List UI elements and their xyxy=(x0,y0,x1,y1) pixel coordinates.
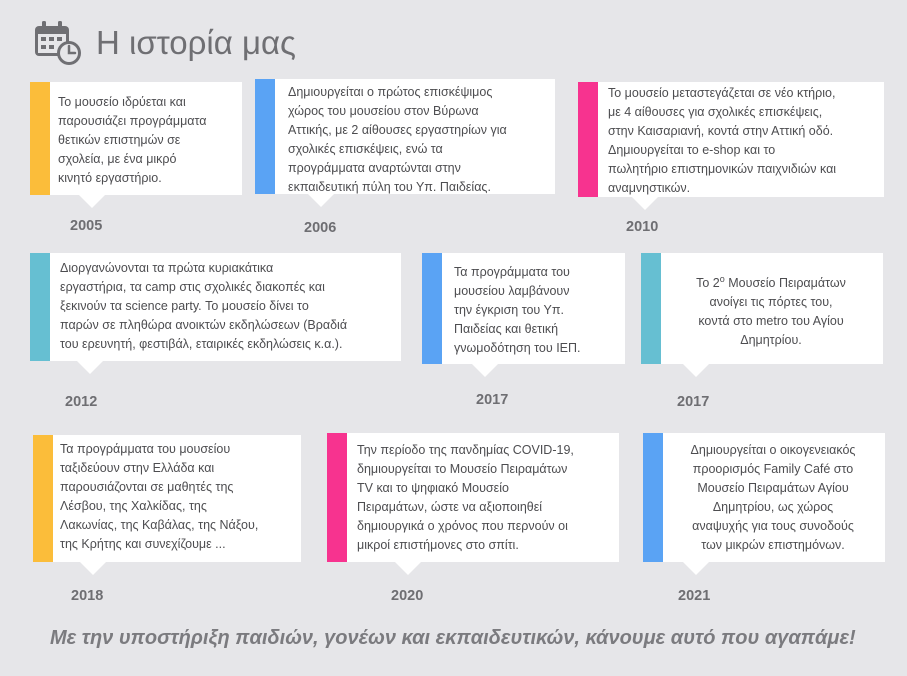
footer-tagline: Με την υποστήριξη παιδιών, γονέων και εκ… xyxy=(50,627,856,649)
card-line: γνωμοδότηση του ΙΕΠ. xyxy=(454,341,581,355)
card-line: δημιουργείται το Μουσείο Πειραμάτων xyxy=(357,462,568,476)
card-pointer xyxy=(683,364,709,377)
card-line: δημιουργικά ο χρόνος που περνούν οι xyxy=(357,519,568,533)
timeline-card-2005: Το μουσείο ιδρύεται και παρουσιάζει προγ… xyxy=(30,82,242,208)
card-line: παρουσιάζονται σε μαθητές της xyxy=(60,480,234,494)
card-line: Λέσβου, της Χαλκίδας, της xyxy=(60,499,207,513)
page-title: Η ιστορία μας xyxy=(96,24,296,61)
card-line: εργαστήρια, τα camp στις σχολικές διακοπ… xyxy=(60,280,325,294)
timeline-card-2020: Την περίοδο της πανδημίας COVID-19, δημι… xyxy=(327,433,619,575)
year-label: 2017 xyxy=(476,392,509,408)
card-line: των μικρών επιστημόνων. xyxy=(701,538,845,552)
card-pointer xyxy=(80,562,106,575)
card-pointer xyxy=(395,562,421,575)
card-line: θετικών επιστημών σε xyxy=(58,133,181,147)
card-line: Δημητρίου. xyxy=(740,333,802,348)
card-line: χώρος του μουσείου στον Βύρωνα xyxy=(288,104,479,118)
timeline-card-2017a: Τα προγράμματα του μουσείου λαμβάνουν τη… xyxy=(422,253,625,377)
card-line: Παιδείας και θετική xyxy=(454,322,559,336)
card-line: Το 2ο Μουσείο Πειραμάτων xyxy=(663,270,879,293)
card-line: με 4 αίθουσες για σχολικές επισκέψεις, xyxy=(608,105,823,119)
card-line: Δημητρίου, ως χώρος xyxy=(712,500,834,514)
card-line: Αττικής, με 2 αίθουσες εργαστηρίων για xyxy=(288,123,507,137)
accent-bar xyxy=(33,435,53,562)
year-label: 2020 xyxy=(391,588,424,604)
card-line: Δημιουργείται το e-shop και το xyxy=(608,143,776,157)
timeline-card-2006: Δημιουργείται ο πρώτος επισκέψιμος χώρος… xyxy=(255,79,555,207)
card-pointer xyxy=(632,197,658,210)
card-line: εκπαιδευτική πύλη του Υπ. Παιδείας. xyxy=(288,180,491,194)
accent-bar xyxy=(578,82,598,197)
accent-bar xyxy=(643,433,663,562)
card-line: Δημιουργείται ο πρώτος επισκέψιμος xyxy=(288,85,493,99)
card-line: πωλητήριο επιστημονικών παιχνιδιών και xyxy=(608,162,837,176)
card-line: του ερευνητή, φεστιβάλ, εταιρικές εκδηλώ… xyxy=(60,337,343,351)
timeline-card-2012: Διοργανώνονται τα πρώτα κυριακάτικα εργα… xyxy=(30,253,401,374)
card-pointer xyxy=(77,361,103,374)
card-line: Δημιουργείται ο οικογενειακός xyxy=(690,443,856,457)
card-line: Τα προγράμματα του μουσείου xyxy=(60,442,231,456)
accent-bar xyxy=(255,79,275,194)
card-line: Μουσείο Πειραμάτων Αγίου xyxy=(697,481,849,495)
card-line: σχολεία, με ένα μικρό xyxy=(58,152,177,166)
card-line: ανοίγει τις πόρτες του, xyxy=(709,295,833,310)
calendar-clock-icon xyxy=(35,21,81,65)
card-line: Διοργανώνονται τα πρώτα κυριακάτικα xyxy=(60,261,274,275)
year-label: 2006 xyxy=(304,220,337,236)
header: Η ιστορία μας xyxy=(34,20,296,66)
timeline-card-2010: Το μουσείο μεταστεγάζεται σε νέο κτήριο,… xyxy=(578,82,884,210)
card-pointer xyxy=(472,364,498,377)
card-line: κοντά στο metro του Αγίου xyxy=(698,314,844,329)
timeline-card-2021: Δημιουργείται ο οικογενειακός προορισμός… xyxy=(643,433,885,575)
year-label: 2021 xyxy=(678,588,711,604)
card-line: αναμνηστικών. xyxy=(608,181,691,195)
card-line: Τα προγράμματα του xyxy=(454,265,570,279)
year-label: 2018 xyxy=(71,588,104,604)
card-line: παρουσιάζει προγράμματα xyxy=(58,114,207,128)
card-line: σχολικές επισκέψεις, ενώ τα xyxy=(288,142,443,156)
timeline-card-2018: Τα προγράμματα του μουσείου ταξιδεύουν σ… xyxy=(33,435,301,575)
year-label: 2010 xyxy=(626,219,659,235)
card-line: παρών σε πληθώρα ανοικτών εκδηλώσεων (Βρ… xyxy=(60,318,348,332)
card-line: κινητό εργαστήριο. xyxy=(58,171,162,185)
card-line: Το μουσείο μεταστεγάζεται σε νέο κτήριο, xyxy=(608,86,836,100)
card-pointer xyxy=(308,194,334,207)
accent-bar xyxy=(422,253,442,364)
card-pointer xyxy=(79,195,105,208)
card-pointer xyxy=(683,562,709,575)
card-line: ξεκινούν τα science party. Το μουσείο δί… xyxy=(60,299,309,313)
card-line: μικροί επιστήμονες στο σπίτι. xyxy=(357,538,519,552)
accent-bar xyxy=(641,253,661,364)
card-line: προορισμός Family Café στο xyxy=(692,462,854,476)
accent-bar xyxy=(30,253,50,361)
card-line: αναψυχής για τους συνοδούς xyxy=(692,519,854,533)
card-line: TV και το ψηφιακό Μουσείο xyxy=(357,481,509,495)
card-line-text: Το 2ο Μουσείο Πειραμάτων xyxy=(696,274,846,291)
card-line: Λακωνίας, της Καβάλας, της Νάξου, xyxy=(60,518,259,532)
accent-bar xyxy=(30,82,50,195)
card-line: προγράμματα αναρτώνται στην xyxy=(288,161,461,175)
card-line: στην Καισαριανή, κοντά στην Αττική οδό. xyxy=(608,124,834,138)
card-line: Την περίοδο της πανδημίας COVID-19, xyxy=(357,443,574,457)
card-line: μουσείου λαμβάνουν xyxy=(454,284,570,298)
card-line: Το μουσείο ιδρύεται και xyxy=(58,95,186,109)
card-line: ταξιδεύουν στην Ελλάδα και xyxy=(60,461,215,475)
year-label: 2005 xyxy=(70,218,103,234)
year-label: 2012 xyxy=(65,394,98,410)
card-line: την έγκριση του Υπ. xyxy=(454,303,564,317)
accent-bar xyxy=(327,433,347,562)
card-line: της Κρήτης και συνεχίζουμε ... xyxy=(60,537,226,551)
year-label: 2017 xyxy=(677,394,710,410)
card-line: Πειραμάτων, ώστε να αξιοποιηθεί xyxy=(357,500,543,514)
timeline-card-2017b: Το 2ο Μουσείο Πειραμάτων ανοίγει τις πόρ… xyxy=(641,253,883,377)
